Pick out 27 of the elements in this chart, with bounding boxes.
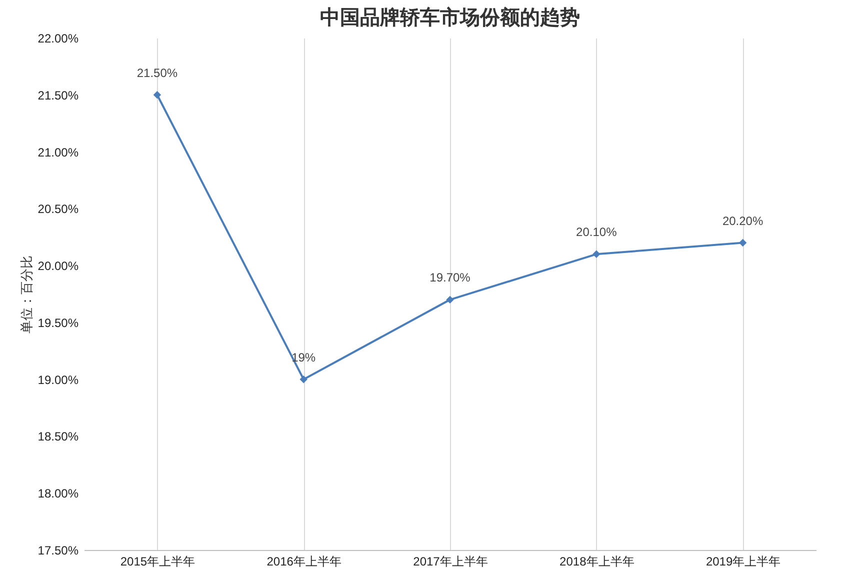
x-tick-label: 2019年上半年 (706, 554, 781, 568)
data-label: 20.10% (576, 225, 618, 240)
y-tick-label: 22.00% (38, 32, 79, 46)
point (153, 91, 162, 99)
y-axis-title: 单位：百分比 (18, 256, 34, 334)
y-tick-label: 18.00% (38, 486, 79, 501)
point (300, 375, 308, 384)
y-tick-label: 19.50% (38, 316, 79, 330)
point (738, 238, 747, 247)
y-tick-label: 21.50% (38, 88, 79, 102)
x-tick-label: 2017年上半年 (413, 554, 488, 568)
data-label: 19% (292, 350, 316, 364)
x-tick-label: 2015年上半年 (120, 554, 196, 568)
chart-title: 中国品牌轿车市场份额的趋势 (320, 6, 580, 29)
data-label: 19.70% (430, 270, 471, 285)
y-tick-label: 19.00% (38, 372, 79, 387)
y-tick-label: 20.00% (38, 259, 79, 274)
x-tick-label: 2018年上半年 (560, 554, 634, 568)
x-tick-label: 2016年上半年 (266, 554, 342, 568)
y-tick-label: 17.50% (38, 544, 79, 558)
point (592, 250, 600, 258)
y-tick-label: 20.50% (38, 202, 79, 216)
y-tick-label: 18.50% (38, 430, 79, 444)
data-label: 21.50% (136, 66, 178, 80)
y-tick-label: 21.00% (38, 145, 79, 160)
point (446, 296, 454, 304)
data-label: 20.20% (722, 214, 764, 228)
